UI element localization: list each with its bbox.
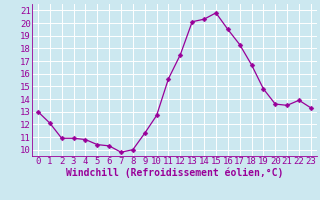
X-axis label: Windchill (Refroidissement éolien,°C): Windchill (Refroidissement éolien,°C) (66, 168, 283, 178)
